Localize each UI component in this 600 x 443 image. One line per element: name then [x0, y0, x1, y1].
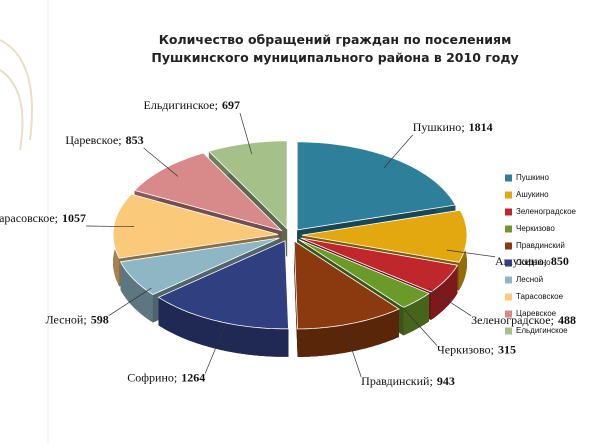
data-label: Царевское; 853 [65, 133, 143, 147]
legend-label: Правдинский [516, 241, 565, 250]
label-value: 598 [91, 313, 109, 327]
legend-swatch [505, 293, 512, 301]
legend-swatch [505, 208, 512, 216]
label-value: 1814 [469, 120, 493, 134]
decoration [0, 39, 33, 151]
slice-wall [431, 265, 458, 320]
label-value: 943 [437, 374, 455, 388]
legend-swatch [505, 242, 512, 250]
label-separator: ; [55, 211, 58, 225]
legend-swatch [505, 327, 512, 335]
slice [298, 239, 430, 308]
label-separator: ; [215, 98, 218, 112]
leader-line [383, 134, 413, 169]
label-value: 1057 [62, 211, 86, 225]
slice [157, 240, 289, 330]
slice [133, 152, 283, 232]
label-category: Лесной [45, 313, 83, 327]
leader-line [446, 249, 496, 258]
legend-swatch [505, 259, 512, 267]
legend-label: Лесной [516, 275, 543, 284]
legend-label: Тарасовское [516, 292, 564, 301]
label-value: 1264 [181, 370, 205, 384]
label-category: Ельдигинское [144, 98, 215, 112]
label-category: Зеленоградское [471, 313, 550, 327]
slice-wall [297, 309, 399, 357]
label-category: Правдинский [361, 374, 430, 388]
leader-line [428, 287, 472, 317]
data-label: Черкизово; 315 [437, 343, 516, 357]
label-separator: ; [544, 254, 547, 268]
data-label: Ельдигинское; 697 [144, 98, 240, 112]
chart-title: Количество обращений граждан по поселени… [159, 32, 512, 47]
legend-swatch [505, 310, 512, 318]
label-separator: ; [461, 120, 464, 134]
slice [300, 237, 459, 293]
data-label: Правдинский; 943 [361, 374, 455, 388]
leader-line [239, 112, 253, 155]
label-separator: ; [491, 343, 494, 357]
data-label: Пушкино; 1814 [413, 120, 493, 134]
slice [112, 193, 279, 259]
slice [301, 209, 468, 263]
label-category: Софрино [127, 370, 174, 384]
label-value: 853 [126, 133, 144, 147]
slice [296, 141, 457, 231]
legend-label: Царевское [516, 309, 557, 318]
data-label: Тарасовское; 1057 [0, 211, 86, 225]
legend-swatch [505, 276, 512, 284]
slice [293, 240, 400, 330]
leader-line [402, 307, 438, 346]
label-category: Царевское [65, 133, 118, 147]
data-label: Софрино; 1264 [127, 370, 205, 384]
legend-swatch [505, 174, 512, 182]
chart-title: Пушкинского муниципального района в 2010… [151, 50, 518, 65]
label-value: 488 [558, 313, 576, 327]
legend-label: Черкизово [516, 224, 555, 233]
label-value: 315 [498, 343, 516, 357]
legend-label: Софрино [516, 258, 551, 267]
slice-wall [403, 293, 429, 336]
leader-line [204, 324, 226, 374]
label-category: Пушкино [413, 120, 462, 134]
label-separator: ; [83, 313, 86, 327]
label-separator: ; [551, 313, 554, 327]
label-separator: ; [118, 133, 121, 147]
legend-label: Ашукино [516, 190, 549, 199]
legend-label: Ельдигинское [516, 326, 568, 335]
legend-label: Пушкино [516, 173, 550, 182]
label-separator: ; [429, 374, 432, 388]
slice [208, 140, 288, 230]
slice-wall [158, 297, 289, 357]
leader-line [108, 287, 152, 316]
slice [119, 237, 280, 295]
data-label: Зеленоградское; 488 [471, 313, 576, 327]
slice-wall [120, 261, 153, 323]
label-value: 850 [551, 254, 569, 268]
leader-line [344, 327, 362, 378]
leader-line [86, 225, 135, 228]
label-separator: ; [174, 370, 177, 384]
label-category: Черкизово [437, 343, 491, 357]
label-category: Тарасовское [0, 211, 55, 225]
legend-swatch [505, 225, 512, 233]
data-label: Лесной; 598 [45, 313, 108, 327]
legend-label: Зеленоградское [516, 207, 577, 216]
legend-swatch [505, 191, 512, 199]
label-value: 697 [222, 98, 240, 112]
leader-line [143, 147, 179, 177]
